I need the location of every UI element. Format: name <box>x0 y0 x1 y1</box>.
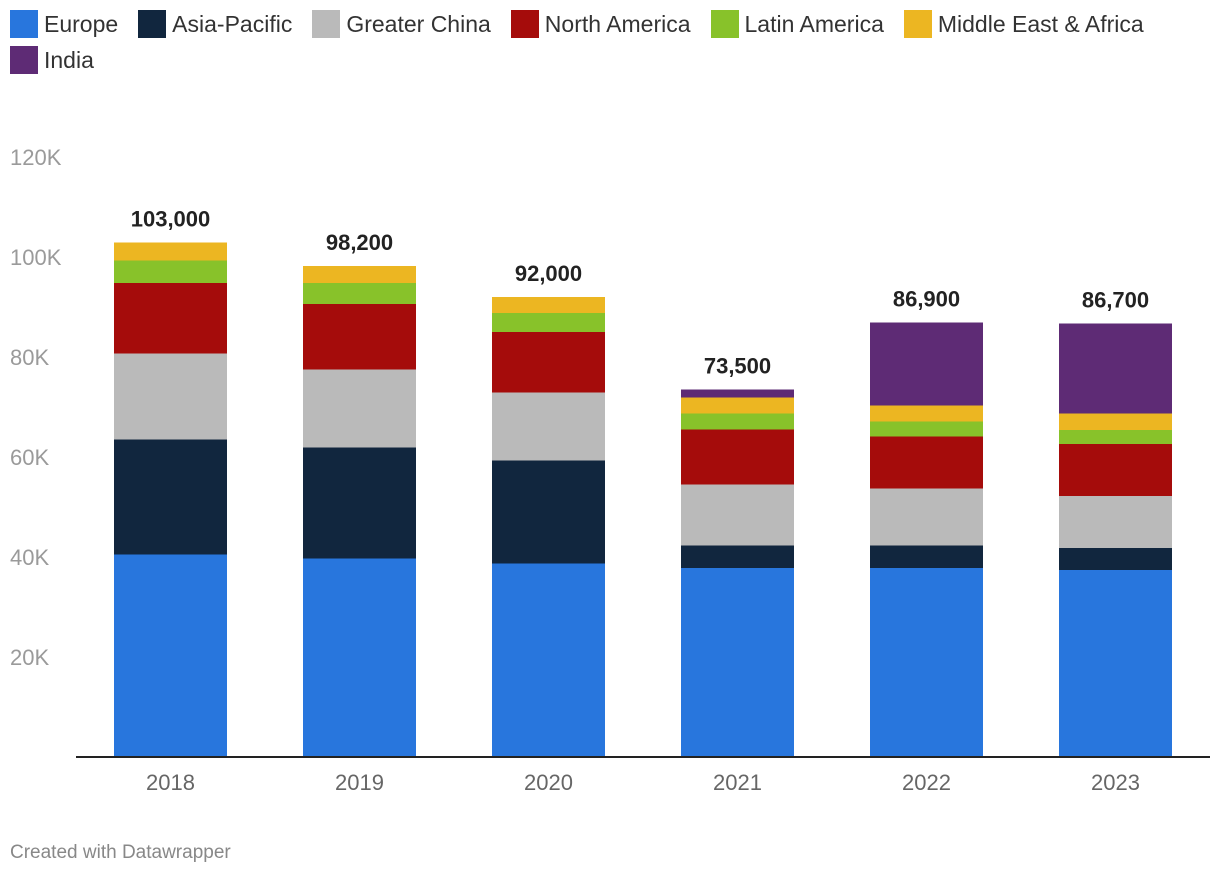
bar-total-label: 98,200 <box>326 230 393 255</box>
bar-total-label: 86,900 <box>893 287 960 312</box>
legend-label: India <box>44 46 94 73</box>
bar-segment <box>870 436 983 489</box>
bar-total-label: 92,000 <box>515 261 582 286</box>
legend-item: North America <box>510 10 691 38</box>
bar-segment <box>681 397 794 414</box>
legend-label: Greater China <box>346 10 491 37</box>
chart-legend: Europe Asia-Pacific Greater China North Ame… <box>10 10 1210 74</box>
bar-segment <box>303 369 416 448</box>
bar-segment <box>681 484 794 546</box>
bar-segment <box>1059 430 1172 444</box>
bar-segment <box>870 488 983 546</box>
bar-segment <box>114 439 227 555</box>
legend-label: North America <box>544 10 691 37</box>
bar-segment <box>303 283 416 304</box>
bar-total-label: 103,000 <box>131 207 211 232</box>
bar-segment <box>681 429 794 485</box>
bar-segment <box>1059 444 1172 496</box>
y-tick-label: 120K <box>10 145 62 170</box>
bar-segment <box>114 353 227 440</box>
bar-segment <box>1059 323 1172 414</box>
bar-segment <box>870 421 983 437</box>
bar-segment <box>492 332 605 393</box>
legend-swatch <box>710 10 739 38</box>
bar-segment <box>303 304 416 370</box>
bar-segment <box>114 283 227 354</box>
bar-total-label: 73,500 <box>704 354 771 379</box>
bar-segment <box>681 568 794 757</box>
legend-item: India <box>10 46 94 74</box>
bar-segment <box>492 313 605 332</box>
bar-total-label: 86,700 <box>1082 288 1149 313</box>
bar-segment <box>492 563 605 757</box>
x-tick-label: 2018 <box>146 770 195 795</box>
bar-segment <box>1059 548 1172 570</box>
legend-label: Europe <box>44 10 119 37</box>
x-tick-label: 2021 <box>713 770 762 795</box>
legend-label: Asia-Pacific <box>172 10 293 37</box>
legend-item: Europe <box>10 10 118 38</box>
y-tick-label: 60K <box>10 445 49 470</box>
bar-segment <box>492 460 605 564</box>
legend-item: Middle East & Africa <box>903 10 1144 38</box>
bar-segment <box>492 297 605 313</box>
legend-swatch <box>312 10 341 38</box>
bar-segment <box>303 266 416 283</box>
bar-segment <box>1059 413 1172 430</box>
bar-segment <box>1059 496 1172 548</box>
bar-segment <box>114 554 227 757</box>
legend-swatch <box>10 46 38 74</box>
legend-swatch <box>903 10 932 38</box>
bar-segment <box>303 558 416 757</box>
legend-label: Latin America <box>744 10 884 37</box>
y-tick-label: 20K <box>10 645 49 670</box>
bar-segment <box>114 242 227 261</box>
x-tick-label: 2023 <box>1091 770 1140 795</box>
legend-item: Latin America <box>710 10 884 38</box>
bar-segment <box>303 447 416 559</box>
y-tick-label: 40K <box>10 545 49 570</box>
legend-swatch <box>138 10 167 38</box>
y-tick-label: 80K <box>10 345 49 370</box>
x-tick-label: 2022 <box>902 770 951 795</box>
legend-label: Middle East & Africa <box>937 10 1144 37</box>
legend-swatch <box>10 10 38 38</box>
legend-item: Greater China <box>312 10 491 38</box>
bar-segment <box>681 389 794 398</box>
y-tick-label: 100K <box>10 245 62 270</box>
bar-segment <box>492 392 605 461</box>
x-tick-label: 2020 <box>524 770 573 795</box>
footer-credit: Created with Datawrapper <box>10 842 231 863</box>
bar-segment <box>870 405 983 422</box>
legend-swatch <box>510 10 539 38</box>
bar-segment <box>681 545 794 568</box>
bar-segment <box>870 568 983 757</box>
bar-segment <box>114 260 227 283</box>
bar-segment <box>1059 570 1172 757</box>
legend-item: Asia-Pacific <box>138 10 292 38</box>
x-tick-label: 2019 <box>335 770 384 795</box>
bar-segment <box>870 545 983 568</box>
bar-segment <box>870 322 983 406</box>
bar-segment <box>681 413 794 430</box>
